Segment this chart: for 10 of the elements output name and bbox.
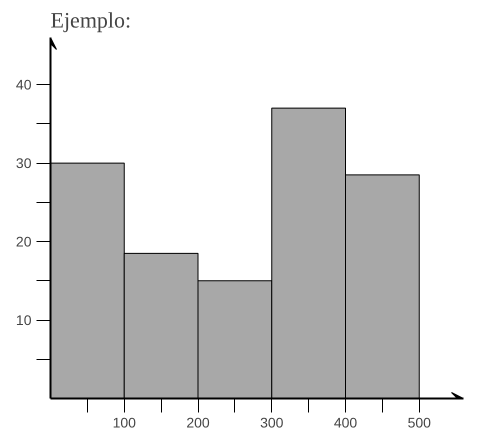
x-tick-label: 500 bbox=[408, 414, 432, 430]
y-tick-label: 20 bbox=[16, 234, 32, 250]
y-tick-label: 10 bbox=[16, 312, 32, 328]
chart-title: Ejemplo: bbox=[50, 8, 132, 32]
x-tick-label: 100 bbox=[112, 414, 136, 430]
y-tick-label: 30 bbox=[16, 155, 32, 172]
x-tick-label: 300 bbox=[260, 414, 284, 430]
x-tick-label: 200 bbox=[186, 414, 210, 430]
y-tick-label: 40 bbox=[16, 76, 32, 93]
x-tick-label: 400 bbox=[334, 414, 358, 430]
